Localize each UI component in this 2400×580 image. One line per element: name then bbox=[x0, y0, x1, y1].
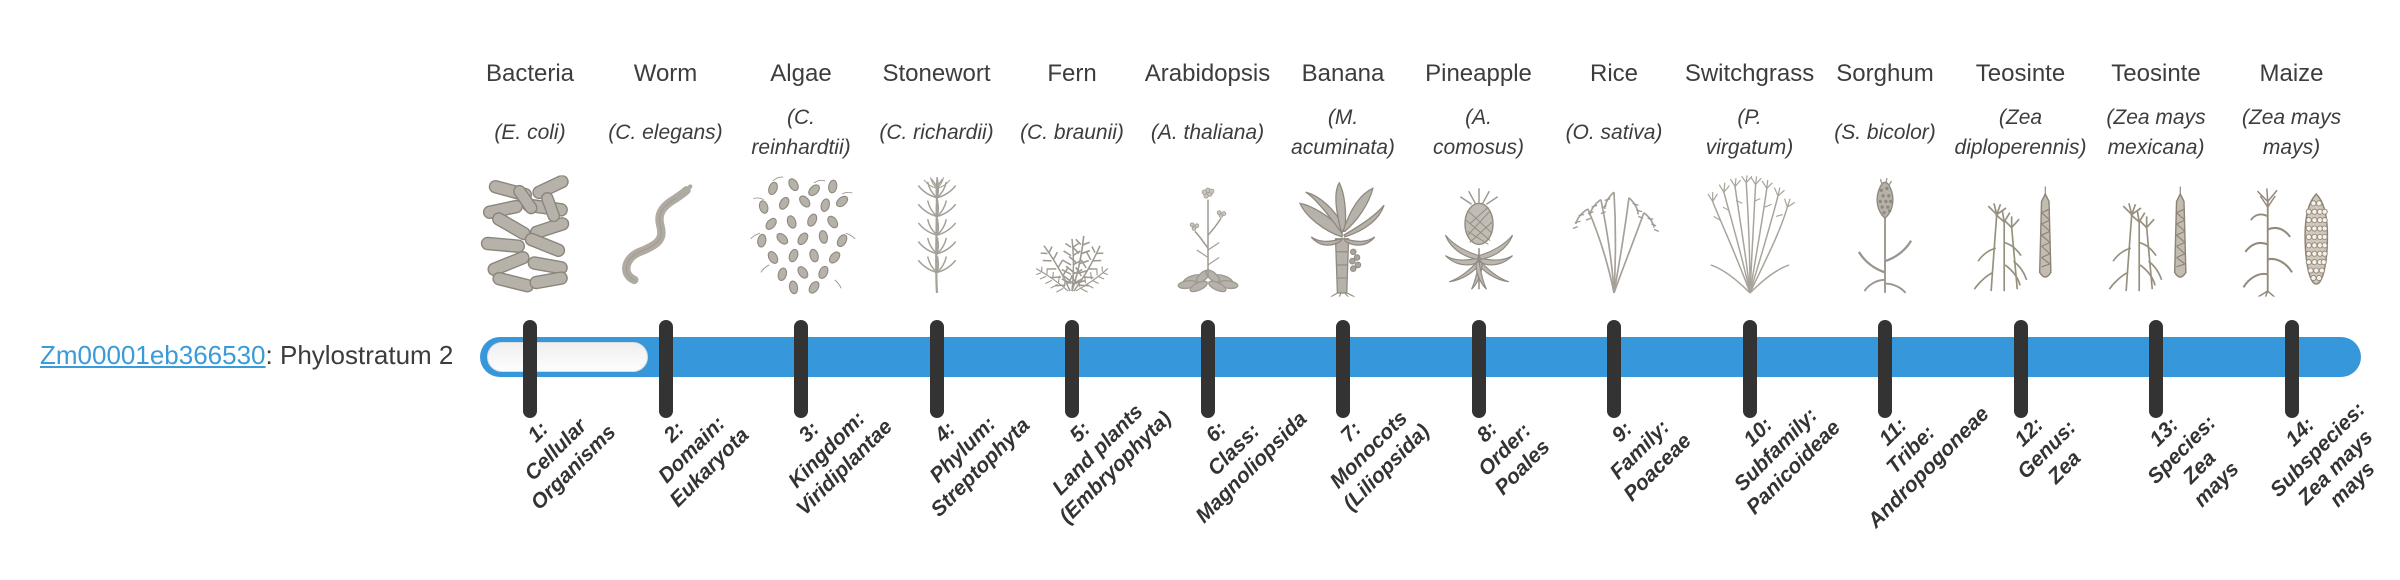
taxon-common-name: Bacteria bbox=[485, 60, 575, 87]
banana-icon bbox=[1287, 172, 1399, 300]
timeline-tick bbox=[1607, 320, 1621, 418]
timeline-tick bbox=[2284, 320, 2299, 418]
taxon-common-name: Worm bbox=[633, 60, 698, 87]
taxon-column: Stonewort (C. richardii) 4: Phylum: Stre… bbox=[852, 0, 1033, 580]
timeline-tick bbox=[1336, 320, 1350, 418]
bacteria-icon bbox=[474, 172, 586, 300]
taxon-latin-name: (Zea mays mays) bbox=[2241, 105, 2342, 159]
algae-icon bbox=[745, 172, 857, 300]
taxon-common-name: Sorghum bbox=[1836, 60, 1934, 87]
taxon-latin-name: (Zea mays mexicana) bbox=[2106, 105, 2206, 159]
taxon-common-name: Stonewort bbox=[882, 60, 991, 87]
taxon-common-name: Arabidopsis bbox=[1144, 60, 1271, 87]
taxon-latin-name: (P. virgatum) bbox=[1705, 105, 1794, 159]
teosinte-icon bbox=[2100, 172, 2212, 300]
taxon-latin-name: (A. thaliana) bbox=[1150, 120, 1265, 144]
timeline-tick bbox=[1200, 320, 1215, 418]
taxon-latin-name-wrap: (C. braunii) bbox=[969, 94, 1175, 172]
timeline-tick bbox=[794, 320, 808, 418]
taxon-column: Worm (C. elegans) 2: Domain: Eukaryota bbox=[581, 0, 752, 580]
timeline-bar bbox=[480, 337, 2361, 377]
taxon-latin-name: (E. coli) bbox=[494, 120, 566, 144]
taxon-latin-name: (C. reinhardtii) bbox=[751, 105, 851, 159]
switchgrass-icon bbox=[1694, 172, 1806, 300]
timeline-tick bbox=[1471, 320, 1486, 418]
gene-id-link[interactable]: Zm00001eb366530 bbox=[40, 340, 266, 370]
taxon-latin-name-wrap: (S. bicolor) bbox=[1782, 94, 1988, 172]
timeline-tick bbox=[658, 320, 673, 418]
taxon-common-name: Fern bbox=[1047, 60, 1097, 87]
timeline-bar-unfilled-segment bbox=[487, 342, 648, 372]
taxon-column: Sorghum (S. bicolor) 11: Tribe: Andropog… bbox=[1800, 0, 1993, 580]
taxon-common-name: Switchgrass bbox=[1684, 60, 1815, 87]
taxon-latin-name-wrap: (C. richardii) bbox=[834, 94, 1040, 172]
taxon-latin-name: (C. elegans) bbox=[608, 120, 723, 144]
taxon-latin-name: (C. richardii) bbox=[879, 120, 994, 144]
timeline-tick bbox=[1878, 320, 1892, 418]
taxon-latin-name-wrap: (O. sativa) bbox=[1511, 94, 1717, 172]
taxon-latin-name-wrap: (M. acuminata) bbox=[1240, 94, 1446, 172]
teosinte-icon bbox=[1965, 172, 2077, 300]
taxon-latin-name-wrap: (A. comosus) bbox=[1376, 94, 1582, 172]
taxon-latin-name-wrap: (C. reinhardtii) bbox=[698, 94, 904, 172]
taxon-latin-name-wrap: (C. elegans) bbox=[563, 94, 769, 172]
gene-phylostratum-text: : Phylostratum 2 bbox=[265, 340, 454, 370]
worm-icon bbox=[610, 172, 722, 300]
taxon-column: Algae (C. reinhardtii) 3: Kingdom: Virid… bbox=[716, 0, 897, 580]
taxon-common-name: Teosinte bbox=[1975, 60, 2066, 87]
taxon-common-name: Banana bbox=[1301, 60, 1385, 87]
taxon-latin-name: (S. bicolor) bbox=[1834, 120, 1936, 144]
fern-icon bbox=[1016, 172, 1128, 300]
taxon-latin-name: (A. comosus) bbox=[1432, 105, 1525, 159]
taxon-column: Teosinte (Zea mays mexicana) 13: Species… bbox=[2071, 0, 2243, 580]
taxon-latin-name-wrap: (A. thaliana) bbox=[1105, 94, 1311, 172]
taxon-column: Fern (C. braunii) 5: Land plants (Embryo… bbox=[987, 0, 1176, 580]
taxon-latin-name: (O. sativa) bbox=[1565, 120, 1663, 144]
taxon-common-name: Maize bbox=[2259, 60, 2324, 87]
taxon-column: Arabidopsis (A. thaliana) 6: Class: Magn… bbox=[1123, 0, 1311, 580]
taxon-latin-name: (M. acuminata) bbox=[1291, 105, 1395, 159]
taxon-latin-name: (C. braunii) bbox=[1020, 120, 1124, 144]
stonewort-icon bbox=[881, 172, 993, 300]
taxon-common-name: Pineapple bbox=[1425, 60, 1532, 87]
taxon-latin-name-wrap: (Zea mays mays) bbox=[2189, 94, 2395, 172]
timeline-tick bbox=[2013, 320, 2028, 418]
taxon-latin-name-wrap: (Zea diploperennis) bbox=[1918, 94, 2124, 172]
taxon-column: Maize (Zea mays mays) 14: Subspecies: Ze… bbox=[2207, 0, 2379, 580]
taxon-column: Rice (O. sativa) 9: Family: Poaceae bbox=[1529, 0, 1699, 580]
taxon-latin-name-wrap: (E. coli) bbox=[427, 94, 633, 172]
arabidopsis-icon bbox=[1152, 172, 1264, 300]
taxon-common-name: Rice bbox=[1589, 60, 1638, 87]
taxon-column: Teosinte (Zea diploperennis) 12: Genus: … bbox=[1936, 0, 2106, 580]
taxon-latin-name-wrap: (P. virgatum) bbox=[1647, 94, 1853, 172]
taxon-latin-name: (Zea diploperennis) bbox=[1954, 105, 2087, 159]
timeline-tick bbox=[2149, 320, 2163, 418]
taxon-column: Banana (M. acuminata) 7: Monocots (Lilio… bbox=[1258, 0, 1434, 580]
taxon-column: Switchgrass (P. virgatum) 10: Subfamily:… bbox=[1665, 0, 1844, 580]
sorghum-icon bbox=[1829, 172, 1941, 300]
taxon-icon-wrap bbox=[2207, 164, 2377, 300]
taxon-common-name: Algae bbox=[770, 60, 832, 87]
taxon-latin-name-wrap: (Zea mays mexicana) bbox=[2053, 94, 2259, 172]
maize-icon bbox=[2236, 172, 2348, 300]
taxon-common-name: Teosinte bbox=[2111, 60, 2201, 87]
timeline-tick bbox=[523, 320, 537, 418]
taxon-column: Bacteria (E. coli) 1: Cellular Organisms bbox=[445, 0, 620, 580]
timeline-tick bbox=[1065, 320, 1079, 418]
pineapple-icon bbox=[1423, 172, 1535, 300]
gene-label: Zm00001eb366530: Phylostratum 2 bbox=[40, 340, 453, 371]
timeline-tick bbox=[929, 320, 944, 418]
timeline-tick bbox=[1742, 320, 1757, 418]
taxon-column: Pineapple (A. comosus) 8: Order: Poales bbox=[1394, 0, 1564, 580]
rice-icon bbox=[1558, 172, 1670, 300]
